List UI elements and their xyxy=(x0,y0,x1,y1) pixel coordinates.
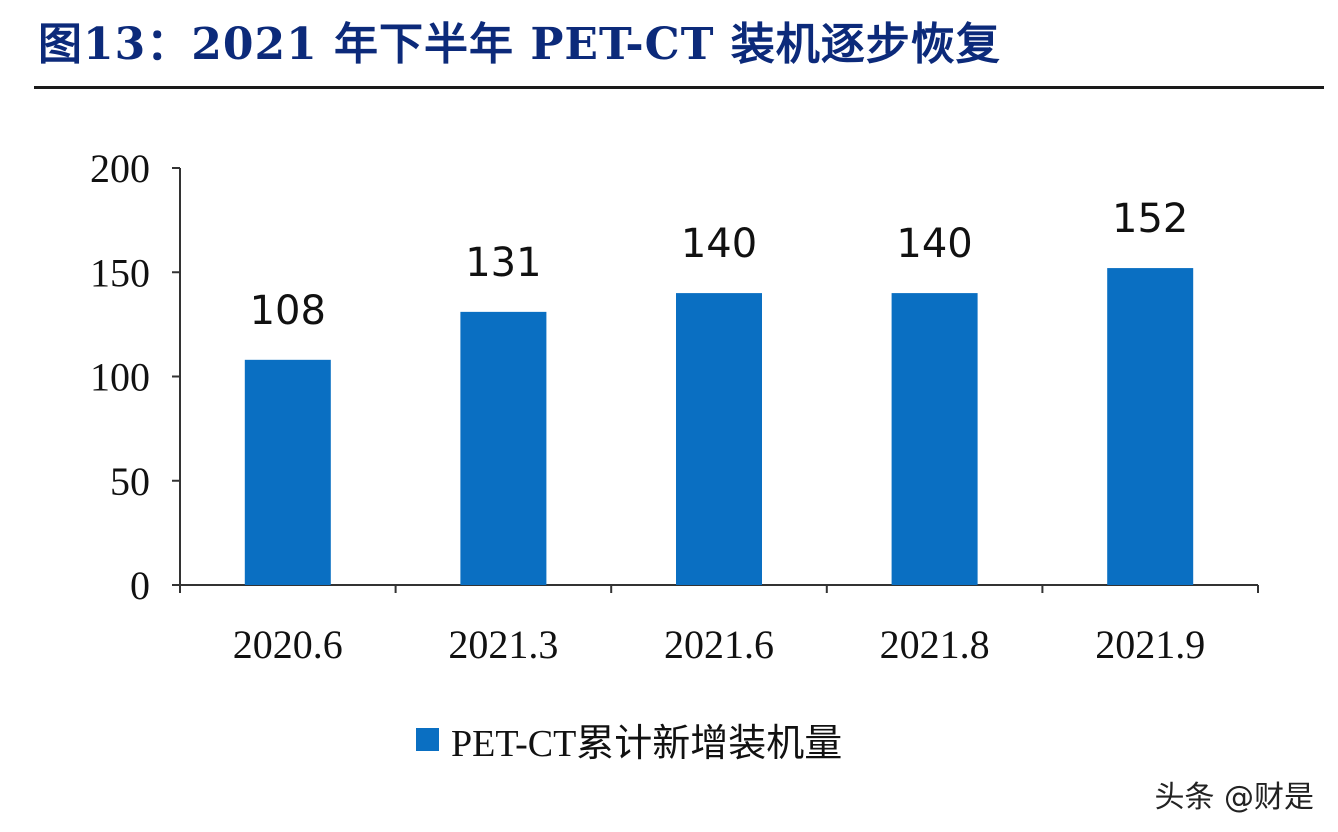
y-tick-label: 200 xyxy=(90,146,150,191)
x-tick-label: 2021.6 xyxy=(664,622,774,667)
data-label: 140 xyxy=(896,221,972,267)
bar xyxy=(1107,268,1194,585)
y-tick-label: 100 xyxy=(90,355,150,400)
watermark-text: 头条 @财是 xyxy=(1154,780,1314,815)
chart-title: 图13：2021 年下半年 PET-CT 装机逐步恢复 xyxy=(38,19,1001,70)
y-tick-label: 0 xyxy=(130,563,150,608)
y-tick-label: 50 xyxy=(110,459,150,504)
data-label: 140 xyxy=(681,221,757,267)
data-label: 152 xyxy=(1112,196,1188,242)
bar xyxy=(891,293,978,585)
legend-swatch xyxy=(416,728,439,751)
bar xyxy=(676,293,762,585)
x-tick-label: 2021.9 xyxy=(1095,622,1205,667)
x-tick-label: 2020.6 xyxy=(233,622,343,667)
data-label: 131 xyxy=(465,240,541,286)
data-label: 108 xyxy=(250,288,326,334)
bar xyxy=(460,311,547,585)
x-tick-label: 2021.8 xyxy=(880,622,990,667)
title-divider xyxy=(34,86,1324,89)
chart-legend: PET-CT累计新增装机量 xyxy=(416,712,842,767)
legend-label: PET-CT累计新增装机量 xyxy=(451,723,843,765)
x-tick-label: 2021.3 xyxy=(448,622,558,667)
bar xyxy=(244,359,331,585)
y-tick-label: 150 xyxy=(90,250,150,295)
